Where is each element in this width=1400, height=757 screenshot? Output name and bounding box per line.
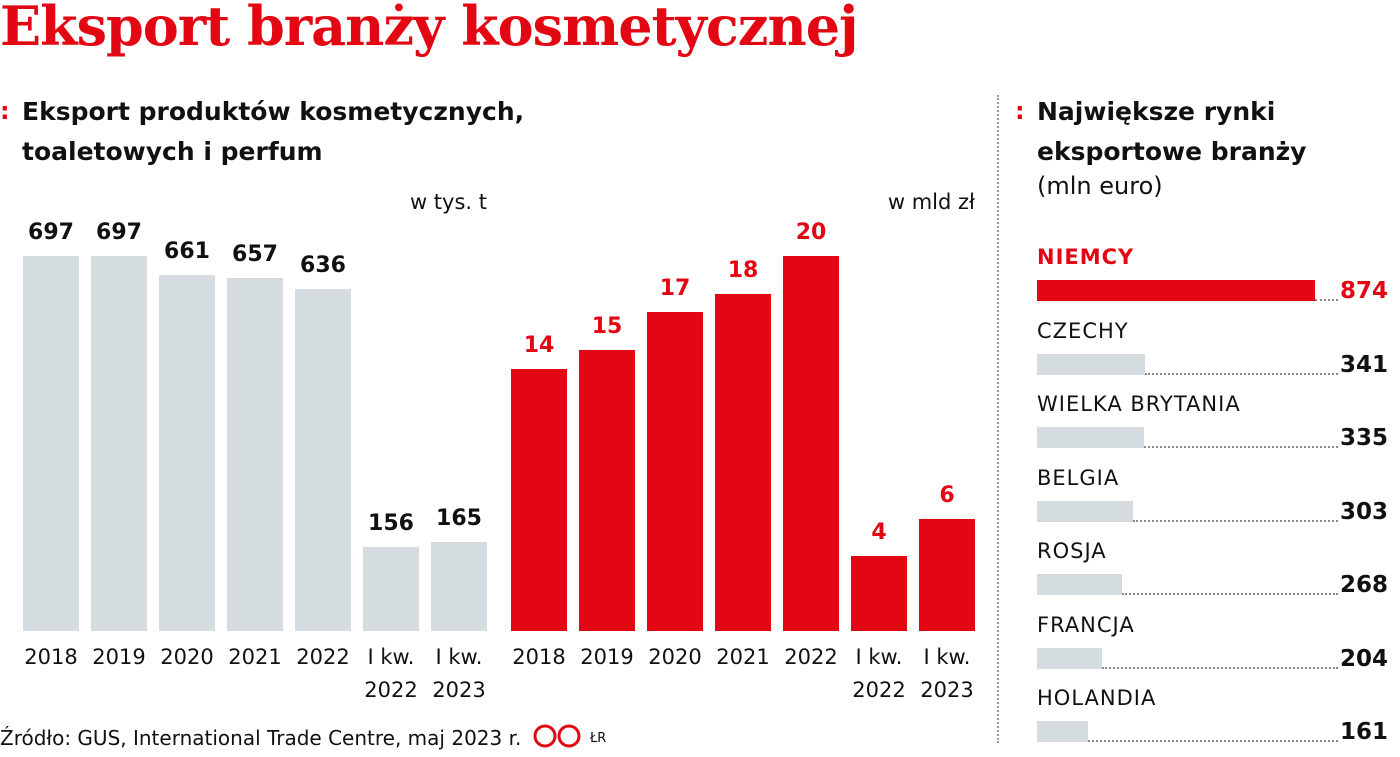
leader-line (1315, 299, 1338, 301)
leader-line (1145, 372, 1338, 375)
x-tick-label: I kw. 2023 (920, 645, 974, 702)
bar (431, 542, 487, 631)
value-label: 165 (436, 506, 482, 532)
value-label: 661 (164, 239, 210, 265)
x-tick-label: 2022 (296, 645, 350, 669)
category-label: WIELKA BRYTANIA (1037, 392, 1241, 416)
bar (295, 288, 351, 631)
marker: : (0, 97, 10, 125)
license-icons (533, 724, 581, 748)
leader-line (1133, 519, 1338, 522)
value-label: 268 (1339, 572, 1388, 598)
bar (1037, 280, 1315, 301)
bar (1037, 500, 1134, 522)
source: Źródło: GUS, International Trade Centre,… (0, 726, 522, 750)
bar (1037, 721, 1089, 742)
x-tick-label: 2019 (92, 645, 146, 669)
value-label: 20 (795, 220, 827, 245)
bar (1037, 647, 1102, 669)
category-label: BELGIA (1037, 465, 1120, 490)
category-label: CZECHY (1037, 318, 1129, 343)
value-label: 657 (232, 241, 278, 267)
subtitle: (mln euro) (1037, 172, 1163, 200)
value-label: 15 (591, 313, 623, 339)
value-label: 303 (1339, 498, 1388, 525)
value-label: 874 (1339, 278, 1388, 304)
value-label: 697 (96, 220, 142, 245)
category-label: NIEMCY (1037, 245, 1135, 269)
bar (1037, 353, 1146, 375)
bar (647, 312, 703, 631)
value-label: 335 (1339, 425, 1388, 451)
x-tick-label: 2021 (716, 645, 770, 669)
value-label: 636 (300, 252, 346, 278)
value-label: 341 (1339, 351, 1388, 378)
bar (579, 349, 635, 631)
value-label: 14 (523, 332, 555, 358)
leader-line (1122, 593, 1338, 595)
unit-label: w mld zł (887, 190, 975, 214)
x-tick-label: 2020 (160, 645, 214, 669)
page-title: Eksport branży kosmetycznej (0, 0, 859, 58)
bar (715, 293, 771, 631)
bar (1037, 574, 1123, 595)
bar (783, 256, 839, 631)
marker: : (1015, 97, 1025, 125)
x-tick-label: 2022 (784, 645, 838, 669)
value-label: 6 (939, 482, 955, 508)
x-tick-label: 2019 (580, 645, 634, 669)
x-tick-label: I kw. 2022 (852, 645, 906, 702)
x-tick-label: I kw. 2022 (364, 645, 418, 702)
x-tick-label: I kw. 2023 (432, 645, 486, 702)
value-label: 18 (727, 257, 759, 283)
bar (511, 368, 567, 631)
x-tick-label: 2018 (512, 645, 566, 669)
section-title: Eksport produktów kosmetycznych, toaleto… (22, 97, 525, 166)
category-label: ROSJA (1037, 539, 1107, 563)
value-label: 17 (659, 276, 691, 302)
x-tick-label: 2020 (648, 645, 702, 669)
value-label: 697 (28, 220, 74, 245)
category-label: FRANCJA (1037, 612, 1135, 637)
bar (227, 277, 283, 631)
category-label: HOLANDIA (1037, 686, 1157, 710)
bar (23, 256, 79, 631)
section-title: Największe rynki eksportowe branży (1037, 97, 1307, 166)
bar (851, 556, 907, 631)
x-tick-label: 2021 (228, 645, 282, 669)
bar (91, 256, 147, 631)
bar (1037, 427, 1144, 448)
leader-line (1088, 740, 1338, 742)
unit-label: w tys. t (409, 190, 487, 214)
author: ŁR (590, 731, 607, 746)
value-label: 4 (871, 520, 887, 545)
value-label: 156 (368, 511, 414, 537)
value-label: 204 (1339, 645, 1388, 672)
bar (363, 547, 419, 631)
x-tick-label: 2018 (24, 645, 78, 669)
leader-line (1101, 666, 1338, 669)
value-label: 161 (1339, 719, 1388, 745)
bar (919, 518, 975, 631)
bar (159, 275, 215, 631)
leader-line (1143, 446, 1338, 448)
divider (997, 95, 999, 743)
